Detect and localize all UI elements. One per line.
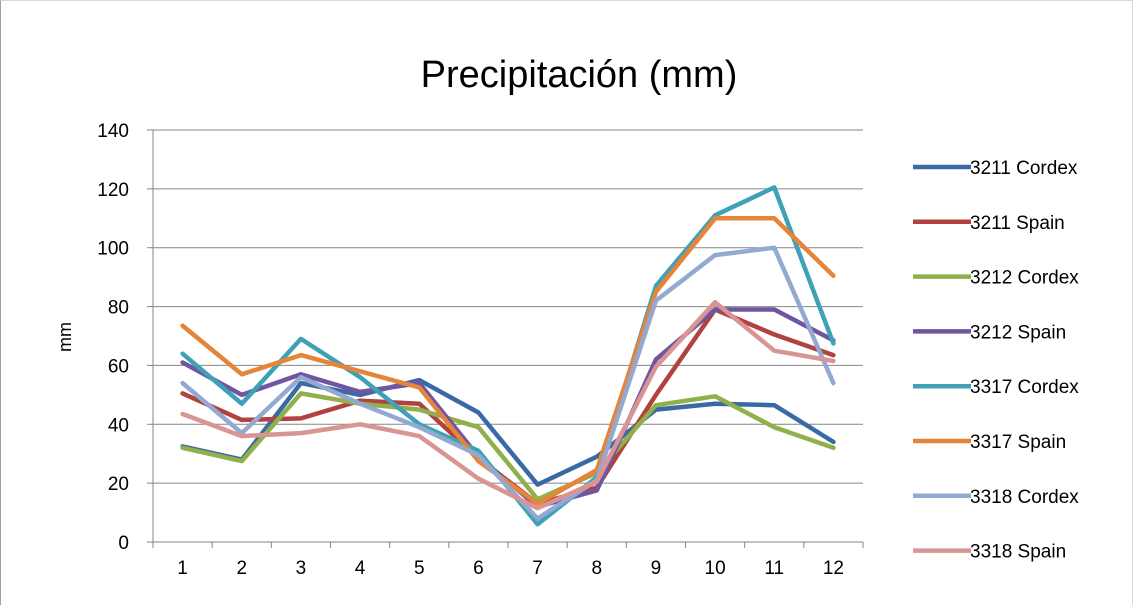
y-tick-label: 0 <box>118 533 129 554</box>
x-tick-label: 5 <box>414 558 425 579</box>
legend-label: 3317 Spain <box>970 432 1066 453</box>
x-tick-label: 8 <box>591 558 602 579</box>
y-tick-label: 20 <box>108 474 129 495</box>
y-tick-label: 40 <box>108 415 129 436</box>
legend-label: 3212 Cordex <box>970 268 1079 289</box>
legend-label: 3211 Cordex <box>970 158 1078 179</box>
x-tick-label: 2 <box>236 558 247 579</box>
legend-label: 3317 Cordex <box>970 377 1079 398</box>
x-tick-label: 4 <box>355 558 366 579</box>
legend-label: 3212 Spain <box>970 322 1066 343</box>
y-tick-label: 140 <box>97 121 129 142</box>
series-line-3317-cordex <box>180 185 836 527</box>
series-line-3318-spain <box>180 299 836 511</box>
x-tick-label: 3 <box>296 558 307 579</box>
y-tick-label: 80 <box>108 298 129 319</box>
legend-label: 3318 Cordex <box>970 487 1079 508</box>
legend: 3211 Cordex 3211 Spain 3212 Cordex 3212 Spa… <box>913 158 1079 563</box>
gridlines <box>147 129 864 548</box>
x-tick-label: 11 <box>764 558 784 579</box>
series-line-3212-cordex <box>180 391 836 502</box>
y-tick-label: 60 <box>108 356 129 377</box>
y-tick-label: 100 <box>97 239 129 260</box>
x-tick-label: 12 <box>823 558 844 579</box>
series-line-3317-spain <box>180 216 836 506</box>
x-axis-ticks: 1 2 3 4 5 6 7 8 9 10 11 12 <box>177 558 844 579</box>
legend-label: 3211 Spain <box>970 213 1065 234</box>
y-tick-label: 120 <box>97 180 129 201</box>
x-tick-label: 7 <box>532 558 543 579</box>
x-tick-label: 9 <box>651 558 662 579</box>
series-line-3318-cordex <box>180 245 836 521</box>
chart-title: Precipitación (mm) <box>421 54 738 96</box>
x-tick-label: 6 <box>473 558 484 579</box>
legend-label: 3318 Spain <box>970 542 1066 563</box>
y-axis-ticks: 0 20 40 60 80 100 120 140 <box>97 121 129 554</box>
series-lines <box>180 185 836 527</box>
y-axis-label: mm <box>55 322 75 352</box>
x-tick-label: 1 <box>177 558 188 579</box>
x-tick-label: 10 <box>705 558 726 579</box>
